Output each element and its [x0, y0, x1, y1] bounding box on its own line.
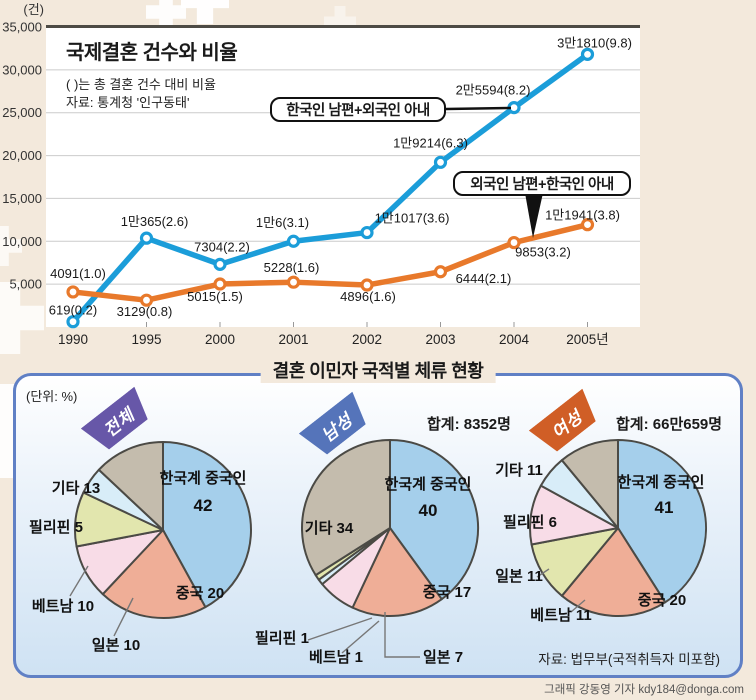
- data-point-marker: [139, 231, 154, 245]
- point-label: 619(0.2): [49, 303, 97, 318]
- unit-note: (단위: %): [26, 389, 78, 404]
- female-total-label: 합계: 66만659명: [616, 416, 723, 433]
- chart-title: 국제결혼 건수와 비율: [66, 42, 238, 64]
- point-label: 1만1017(3.6): [375, 211, 450, 226]
- y-tick-label: 30,000: [2, 62, 42, 77]
- data-point-marker: [213, 277, 227, 291]
- data-point-marker: [139, 293, 154, 307]
- y-tick-label: 15,000: [2, 191, 42, 206]
- point-label: 4091(1.0): [50, 266, 106, 281]
- data-point-marker: [433, 265, 448, 279]
- point-label: 6444(2.1): [456, 271, 512, 286]
- x-tick-label: 2001: [278, 332, 308, 347]
- male-total-label: 합계: 8352명: [427, 416, 511, 433]
- y-axis-unit: (건): [23, 2, 44, 17]
- point-label: 1만1941(3.8): [545, 208, 620, 223]
- data-point-marker: [507, 235, 521, 250]
- x-tick-label: 2000: [205, 332, 235, 347]
- point-label: 9853(3.2): [515, 245, 571, 260]
- data-point-marker: [580, 218, 595, 232]
- data-point-marker: [213, 257, 227, 271]
- y-tick-label: 35,000: [2, 20, 42, 35]
- point-label: 7304(2.2): [194, 239, 250, 254]
- label-connector: [445, 106, 512, 111]
- point-label: 1만6(3.1): [256, 215, 309, 230]
- x-tick-label: 2005년: [566, 332, 608, 347]
- data-point-marker: [286, 275, 301, 289]
- data-point-marker: [360, 278, 374, 292]
- chart-note: ( )는 총 결혼 건수 대비 비율: [66, 77, 216, 92]
- x-tick-label: 1990: [58, 332, 88, 347]
- pie-panel-title: 결혼 이민자 국적별 체류 현황: [260, 357, 496, 383]
- data-point-marker: [580, 47, 595, 61]
- line-series-0: [70, 51, 591, 325]
- x-tick-label: 2003: [425, 332, 455, 347]
- line-chart-svg: 35,000 30,000 25,000 20,000 15,000 10,000 5,00…: [2, 2, 640, 347]
- label-pointer: [525, 193, 543, 238]
- x-tick-label: 2004: [499, 332, 530, 347]
- x-tick-label: 1995: [131, 332, 161, 347]
- point-label: 4896(1.6): [340, 289, 396, 304]
- pie-source: 자료: 법무부(국적취득자 미포함): [538, 652, 720, 667]
- line-series-1: [70, 221, 591, 303]
- x-tick-label: 2002: [352, 332, 382, 347]
- y-tick-label: 20,000: [2, 148, 42, 163]
- point-label: 1만9214(6.3): [393, 135, 468, 150]
- data-point-marker: [433, 155, 448, 169]
- data-point-marker: [66, 285, 80, 299]
- series-label-box-korean-husband: 한국인 남편+외국인 아내: [270, 97, 446, 122]
- series-label-box-foreign-husband: 외국인 남편+한국인 아내: [453, 171, 631, 196]
- point-label: 3만1810(9.8): [557, 35, 632, 50]
- point-label: 2만5594(8.2): [456, 83, 531, 98]
- credit: 그래픽 강동영 기자 kdy184@donga.com: [544, 684, 744, 696]
- point-label: 3129(0.8): [117, 304, 173, 319]
- chart-source: 자료: 통계청 '인구동태': [66, 95, 190, 110]
- data-point-marker: [360, 225, 374, 240]
- data-point-marker: [286, 234, 301, 248]
- data-point-marker: [66, 315, 80, 329]
- y-tick-label: 25,000: [2, 105, 42, 120]
- point-label: 1만365(2.6): [121, 214, 189, 229]
- y-tick-label: 10,000: [2, 234, 42, 249]
- y-tick-label: 5,000: [9, 277, 42, 292]
- point-label: 5015(1.5): [187, 289, 243, 304]
- point-label: 5228(1.6): [264, 260, 320, 275]
